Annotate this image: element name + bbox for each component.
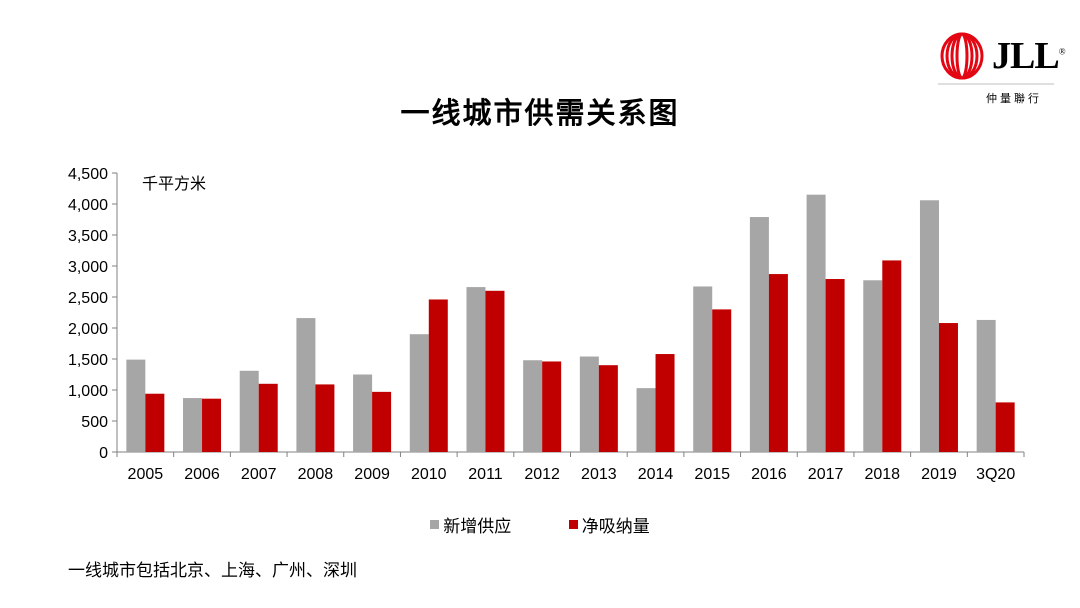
x-tick-label: 2011 [468, 466, 503, 483]
x-tick-label: 2016 [751, 466, 787, 483]
y-tick-label: 1,000 [68, 383, 108, 400]
x-tick-label: 2018 [864, 466, 900, 483]
y-axis: 0 500 1,000 1,500 2,000 2,500 3,000 3,500 4,000 4… [68, 166, 118, 462]
bar-chart: 0 500 1,000 1,500 2,000 2,500 3,000 3,500 4,000 4… [68, 166, 1025, 483]
x-tick-label: 2010 [411, 466, 447, 483]
bar-absorption [258, 383, 278, 452]
registered-mark: ® [1058, 46, 1066, 57]
y-tick-label: 500 [81, 414, 108, 431]
y-tick-label: 0 [99, 445, 108, 462]
logo-subtitle: 仲量聯行 [986, 92, 1042, 105]
logo-text: JLL® [992, 34, 1066, 78]
bar-absorption [145, 393, 165, 452]
bar-supply [976, 319, 996, 452]
bar-absorption [938, 323, 958, 452]
legend-label-absorption: 净吸纳量 [581, 517, 650, 537]
bar-absorption [825, 279, 845, 452]
x-tick-label: 2007 [241, 466, 277, 483]
y-tick-label: 3,500 [68, 228, 108, 245]
bar-supply [409, 334, 429, 452]
y-tick-label: 4,500 [68, 166, 108, 183]
x-tick-label: 2014 [638, 466, 674, 483]
bar-supply [636, 388, 656, 452]
x-tick-label: 2015 [694, 466, 730, 483]
bar-absorption [655, 354, 675, 452]
bar-supply [806, 194, 826, 452]
y-tick-label: 4,000 [68, 197, 108, 214]
y-tick-label: 2,500 [68, 290, 108, 307]
jll-logo-mark [940, 32, 984, 80]
legend-swatch-supply [430, 520, 440, 529]
bar-supply [466, 287, 486, 452]
bar-supply [523, 360, 543, 452]
x-axis: 2005 2006 2007 2008 2009 2010 2011 2012 2013 2014… [116, 451, 1025, 483]
legend-label-supply: 新增供应 [443, 517, 512, 537]
legend-item-supply: 新增供应 [430, 512, 511, 537]
bar-absorption [372, 391, 392, 452]
bar-absorption [995, 402, 1015, 452]
bar-supply [353, 374, 373, 452]
y-tick-label: 1,500 [68, 352, 108, 369]
bar-absorption [428, 299, 448, 452]
legend-item-absorption: 净吸纳量 [568, 512, 650, 537]
bar-absorption [598, 365, 618, 452]
bar-absorption [542, 361, 562, 452]
bar-supply [239, 370, 259, 452]
footnote: 一线城市包括北京、上海、广州、深圳 [68, 561, 357, 581]
bars [126, 194, 1015, 452]
bar-absorption [485, 290, 505, 452]
legend: 新增供应 净吸纳量 [0, 512, 1080, 537]
bar-supply [126, 359, 146, 452]
x-tick-label: 2006 [184, 466, 220, 483]
bar-supply [183, 398, 203, 452]
logo-text-main: JLL [992, 35, 1060, 77]
x-tick-label: 2019 [921, 466, 957, 483]
legend-swatch-absorption [568, 520, 578, 529]
bar-supply [579, 356, 599, 452]
bar-absorption [882, 260, 902, 452]
y-tick-label: 3,000 [68, 259, 108, 276]
bar-supply [919, 200, 939, 452]
x-tick-label: 2017 [808, 466, 844, 483]
bar-absorption [768, 274, 788, 452]
x-tick-label: 2005 [128, 466, 164, 483]
bar-absorption [712, 309, 732, 452]
y-unit-label: 千平方米 [142, 174, 207, 193]
bar-supply [693, 286, 713, 452]
bar-supply [863, 280, 883, 452]
x-tick-label: 2012 [524, 466, 560, 483]
x-tick-label: 2009 [354, 466, 390, 483]
x-tick-label: 2013 [581, 466, 617, 483]
bar-absorption [202, 398, 222, 452]
bar-absorption [315, 384, 335, 452]
x-tick-label: 3Q20 [976, 466, 1015, 483]
y-tick-label: 2,000 [68, 321, 108, 338]
jll-logo [938, 32, 1054, 85]
bar-supply [749, 217, 769, 452]
x-tick-label: 2008 [298, 466, 334, 483]
chart-title: 一线城市供需关系图 [400, 96, 680, 130]
bar-supply [296, 318, 316, 452]
